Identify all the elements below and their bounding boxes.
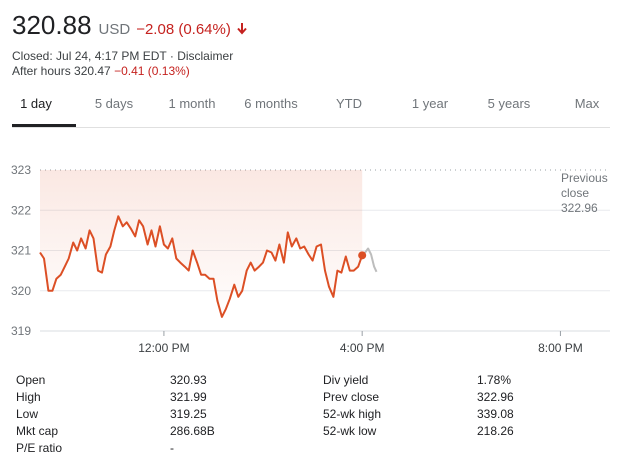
stat-value: 1.78%	[477, 373, 512, 387]
range-tabs: 1 day 5 days 1 month 6 months YTD 1 year…	[12, 86, 610, 128]
x-axis-ticks: 12:00 PM 4:00 PM 8:00 PM	[138, 331, 583, 355]
tab-ytd[interactable]: YTD	[336, 96, 362, 111]
stat-label: Low	[16, 407, 39, 421]
y-axis-ticks: 319 320 321 322 323	[11, 163, 31, 338]
stat-label: 52-wk low	[323, 424, 377, 438]
y-tick-label: 322	[11, 203, 31, 217]
arrow-down-icon	[237, 23, 247, 35]
tab-max[interactable]: Max	[574, 96, 600, 111]
price-area-fill	[40, 170, 363, 317]
disclaimer-link[interactable]: Disclaimer	[177, 49, 234, 63]
tab-1-month[interactable]: 1 month	[168, 96, 216, 111]
stat-label: P/E ratio	[16, 441, 63, 455]
tab-5-years[interactable]: 5 years	[487, 96, 531, 111]
after-hours-change: −0.41 (0.13%)	[114, 64, 190, 78]
y-tick-label: 320	[11, 284, 31, 298]
stat-value: 321.99	[170, 390, 207, 404]
stat-value: 218.26	[477, 424, 514, 438]
tab-1-year[interactable]: 1 year	[411, 96, 449, 111]
after-hours-price: After hours 320.47	[12, 64, 111, 78]
y-tick-label: 319	[11, 324, 31, 338]
stat-label: High	[16, 390, 41, 404]
stat-label: Div yield	[323, 373, 369, 387]
tab-5-days[interactable]: 5 days	[94, 96, 134, 111]
stat-value: 286.68B	[170, 424, 215, 438]
closed-status: Closed: Jul 24, 4:17 PM EDT ·	[12, 49, 178, 63]
price-header: 320.88 USD −2.08 (0.64%)	[12, 10, 247, 41]
stat-label: Open	[16, 373, 46, 387]
x-tick-label: 4:00 PM	[340, 341, 385, 355]
current-price-marker	[358, 251, 367, 260]
active-tab-indicator	[12, 124, 76, 127]
stat-value: 320.93	[170, 373, 207, 387]
stat-value: -	[170, 441, 174, 455]
stat-label: 52-wk high	[323, 407, 382, 421]
previous-close-label-line1: Previous	[561, 171, 608, 185]
stat-label: Prev close	[323, 390, 380, 404]
market-status: Closed: Jul 24, 4:17 PM EDT · Disclaimer	[12, 49, 233, 63]
price-line	[39, 215, 364, 318]
previous-close-label: Previous close 322.96	[561, 171, 608, 215]
tab-6-months[interactable]: 6 months	[244, 96, 298, 111]
x-tick-label: 12:00 PM	[138, 341, 189, 355]
price-change: −2.08 (0.64%)	[136, 21, 231, 38]
x-tick-label: 8:00 PM	[538, 341, 583, 355]
price-chart[interactable]: 319 320 321 322 323 12:00 PM 4:00 PM 8:00 PM P…	[0, 150, 621, 362]
stat-label: Mkt cap	[16, 424, 59, 438]
current-price: 320.88	[12, 10, 92, 40]
after-hours-info: After hours 320.47 −0.41 (0.13%)	[12, 64, 190, 78]
tab-1-day[interactable]: 1 day	[20, 96, 52, 111]
stat-value: 322.96	[477, 390, 514, 404]
y-tick-label: 321	[11, 244, 31, 258]
y-tick-label: 323	[11, 163, 31, 177]
previous-close-label-line2: close	[561, 186, 589, 200]
stat-value: 319.25	[170, 407, 207, 421]
currency-code: USD	[98, 21, 131, 38]
stat-value: 339.08	[477, 407, 514, 421]
previous-close-value: 322.96	[561, 201, 598, 215]
